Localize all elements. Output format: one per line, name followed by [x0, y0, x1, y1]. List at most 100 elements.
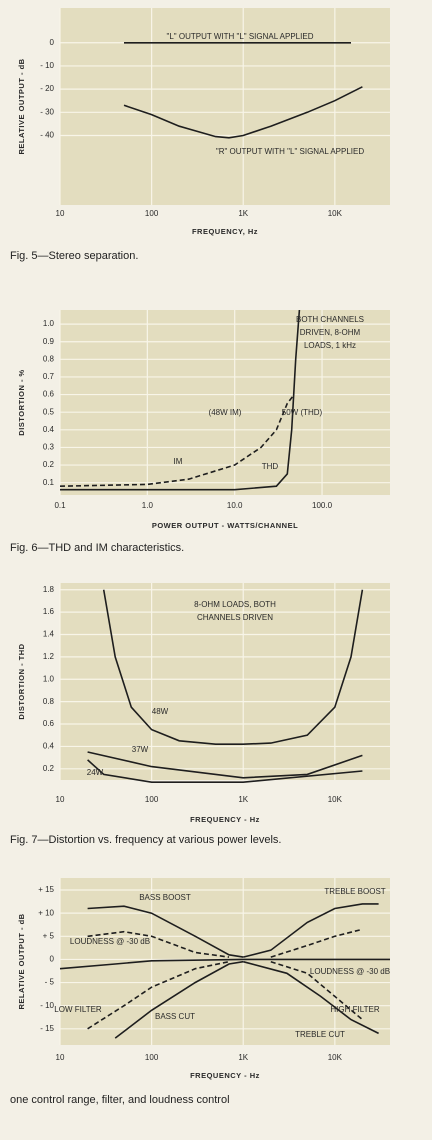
y-tick-label: + 15	[38, 885, 54, 894]
plot-area	[60, 310, 390, 495]
y-tick-label: 0.1	[43, 478, 55, 487]
x-tick-label: 10K	[328, 1053, 343, 1062]
x-tick-label: 100.0	[312, 501, 333, 510]
annotation: "R" OUTPUT WITH "L" SIGNAL APPLIED	[216, 147, 365, 156]
plot-area	[60, 878, 390, 1045]
series-label: 37W	[132, 745, 149, 754]
curve	[87, 930, 230, 958]
x-tick-label: 1K	[238, 1053, 248, 1062]
figure-caption: Fig. 5—Stereo separation.	[10, 250, 138, 262]
y-tick-label: 0.2	[43, 764, 55, 773]
curve	[243, 903, 379, 958]
series-label: BASS BOOST	[139, 893, 191, 902]
y-tick-label: 0	[50, 38, 55, 47]
series-label: BASS CUT	[155, 1012, 195, 1021]
series-label: TREBLE CUT	[295, 1030, 345, 1039]
y-tick-label: 1.8	[43, 585, 55, 594]
y-tick-label: 1.0	[43, 319, 55, 328]
x-tick-label: 1K	[238, 209, 248, 218]
y-axis-title: DISTORTION - THD	[17, 643, 26, 719]
annotation: "L" OUTPUT WITH "L" SIGNAL APPLIED	[167, 32, 314, 41]
x-axis-title: POWER OUTPUT - WATTS/CHANNEL	[152, 521, 298, 530]
x-tick-label: 1K	[238, 795, 248, 804]
x-tick-label: 10	[56, 795, 65, 804]
y-tick-label: 1.0	[43, 674, 55, 683]
x-tick-label: 100	[145, 795, 159, 804]
series-label: HIGH FILTER	[330, 1005, 379, 1014]
annotation: DRIVEN, 8-OHM	[300, 328, 361, 337]
series-label: LOW FILTER	[54, 1005, 102, 1014]
annotation: BOTH CHANNELS	[296, 315, 364, 324]
y-axis-title: RELATIVE OUTPUT - dB	[17, 913, 26, 1009]
y-tick-label: 0.4	[43, 425, 55, 434]
curve	[87, 759, 363, 783]
curve	[114, 960, 244, 1039]
x-tick-label: 10	[56, 209, 65, 218]
y-tick-label: + 5	[43, 931, 55, 940]
annotation: 8-OHM LOADS, BOTH	[194, 600, 276, 609]
x-axis-title: FREQUENCY - Hz	[190, 1071, 260, 1080]
y-tick-label: - 15	[40, 1024, 54, 1033]
series-label: LOUDNESS @ -30 dB	[310, 967, 390, 976]
curve	[59, 958, 390, 970]
y-tick-label: 1.6	[43, 607, 55, 616]
annotation: (48W IM)	[209, 408, 242, 417]
curve	[242, 960, 379, 1035]
y-tick-label: 0.6	[43, 390, 55, 399]
annotation: IM	[174, 457, 183, 466]
y-tick-label: - 10	[40, 61, 54, 70]
y-axis-title: DISTORTION - %	[17, 369, 26, 435]
y-tick-label: 1.2	[43, 652, 55, 661]
y-tick-label: - 5	[45, 978, 55, 987]
curve	[270, 960, 363, 1021]
y-tick-label: - 30	[40, 107, 54, 116]
series-label: 24W	[87, 768, 104, 777]
y-tick-label: - 10	[40, 1001, 54, 1010]
annotation: LOADS, 1 kHz	[304, 341, 356, 350]
curve	[270, 928, 363, 958]
x-tick-label: 10K	[328, 795, 343, 804]
x-tick-label: 10K	[328, 209, 343, 218]
y-tick-label: 1.4	[43, 630, 55, 639]
y-axis-title: RELATIVE OUTPUT - dB	[17, 58, 26, 154]
figure-caption: Fig. 6—THD and IM characteristics.	[10, 542, 184, 554]
x-tick-label: 10.0	[227, 501, 243, 510]
x-axis-title: FREQUENCY - Hz	[190, 815, 260, 824]
y-tick-label: 0.4	[43, 742, 55, 751]
series-label: LOUDNESS @ -30 dB	[70, 937, 150, 946]
y-tick-label: 0.5	[43, 407, 55, 416]
curve	[59, 394, 295, 487]
y-tick-label: 0.8	[43, 697, 55, 706]
y-tick-label: 0.2	[43, 460, 55, 469]
x-tick-label: 0.1	[54, 501, 66, 510]
y-tick-label: - 20	[40, 84, 54, 93]
y-tick-label: 0.6	[43, 719, 55, 728]
x-tick-label: 10	[56, 1053, 65, 1062]
series-label: 48W	[152, 707, 169, 716]
x-tick-label: 100	[145, 1053, 159, 1062]
curve	[87, 751, 363, 779]
curve	[87, 960, 230, 1030]
curve	[60, 309, 301, 491]
figure-caption: one control range, filter, and loudness …	[10, 1094, 230, 1106]
x-tick-label: 100	[145, 209, 159, 218]
figure-caption: Fig. 7—Distortion vs. frequency at vario…	[10, 834, 281, 846]
y-tick-label: 0	[50, 955, 55, 964]
x-tick-label: 1.0	[142, 501, 154, 510]
annotation: 50W (THD)	[282, 408, 323, 417]
curve	[123, 86, 363, 139]
curve	[87, 905, 244, 958]
y-tick-label: + 10	[38, 908, 54, 917]
y-tick-label: - 40	[40, 131, 54, 140]
annotation: CHANNELS DRIVEN	[197, 613, 273, 622]
y-tick-label: 0.8	[43, 354, 55, 363]
curve	[102, 589, 364, 745]
series-label: TREBLE BOOST	[324, 887, 385, 896]
y-tick-label: 0.9	[43, 337, 55, 346]
y-tick-label: 0.7	[43, 372, 55, 381]
y-tick-label: 0.3	[43, 443, 55, 452]
annotation: THD	[262, 462, 279, 471]
x-axis-title: FREQUENCY, Hz	[192, 227, 258, 236]
